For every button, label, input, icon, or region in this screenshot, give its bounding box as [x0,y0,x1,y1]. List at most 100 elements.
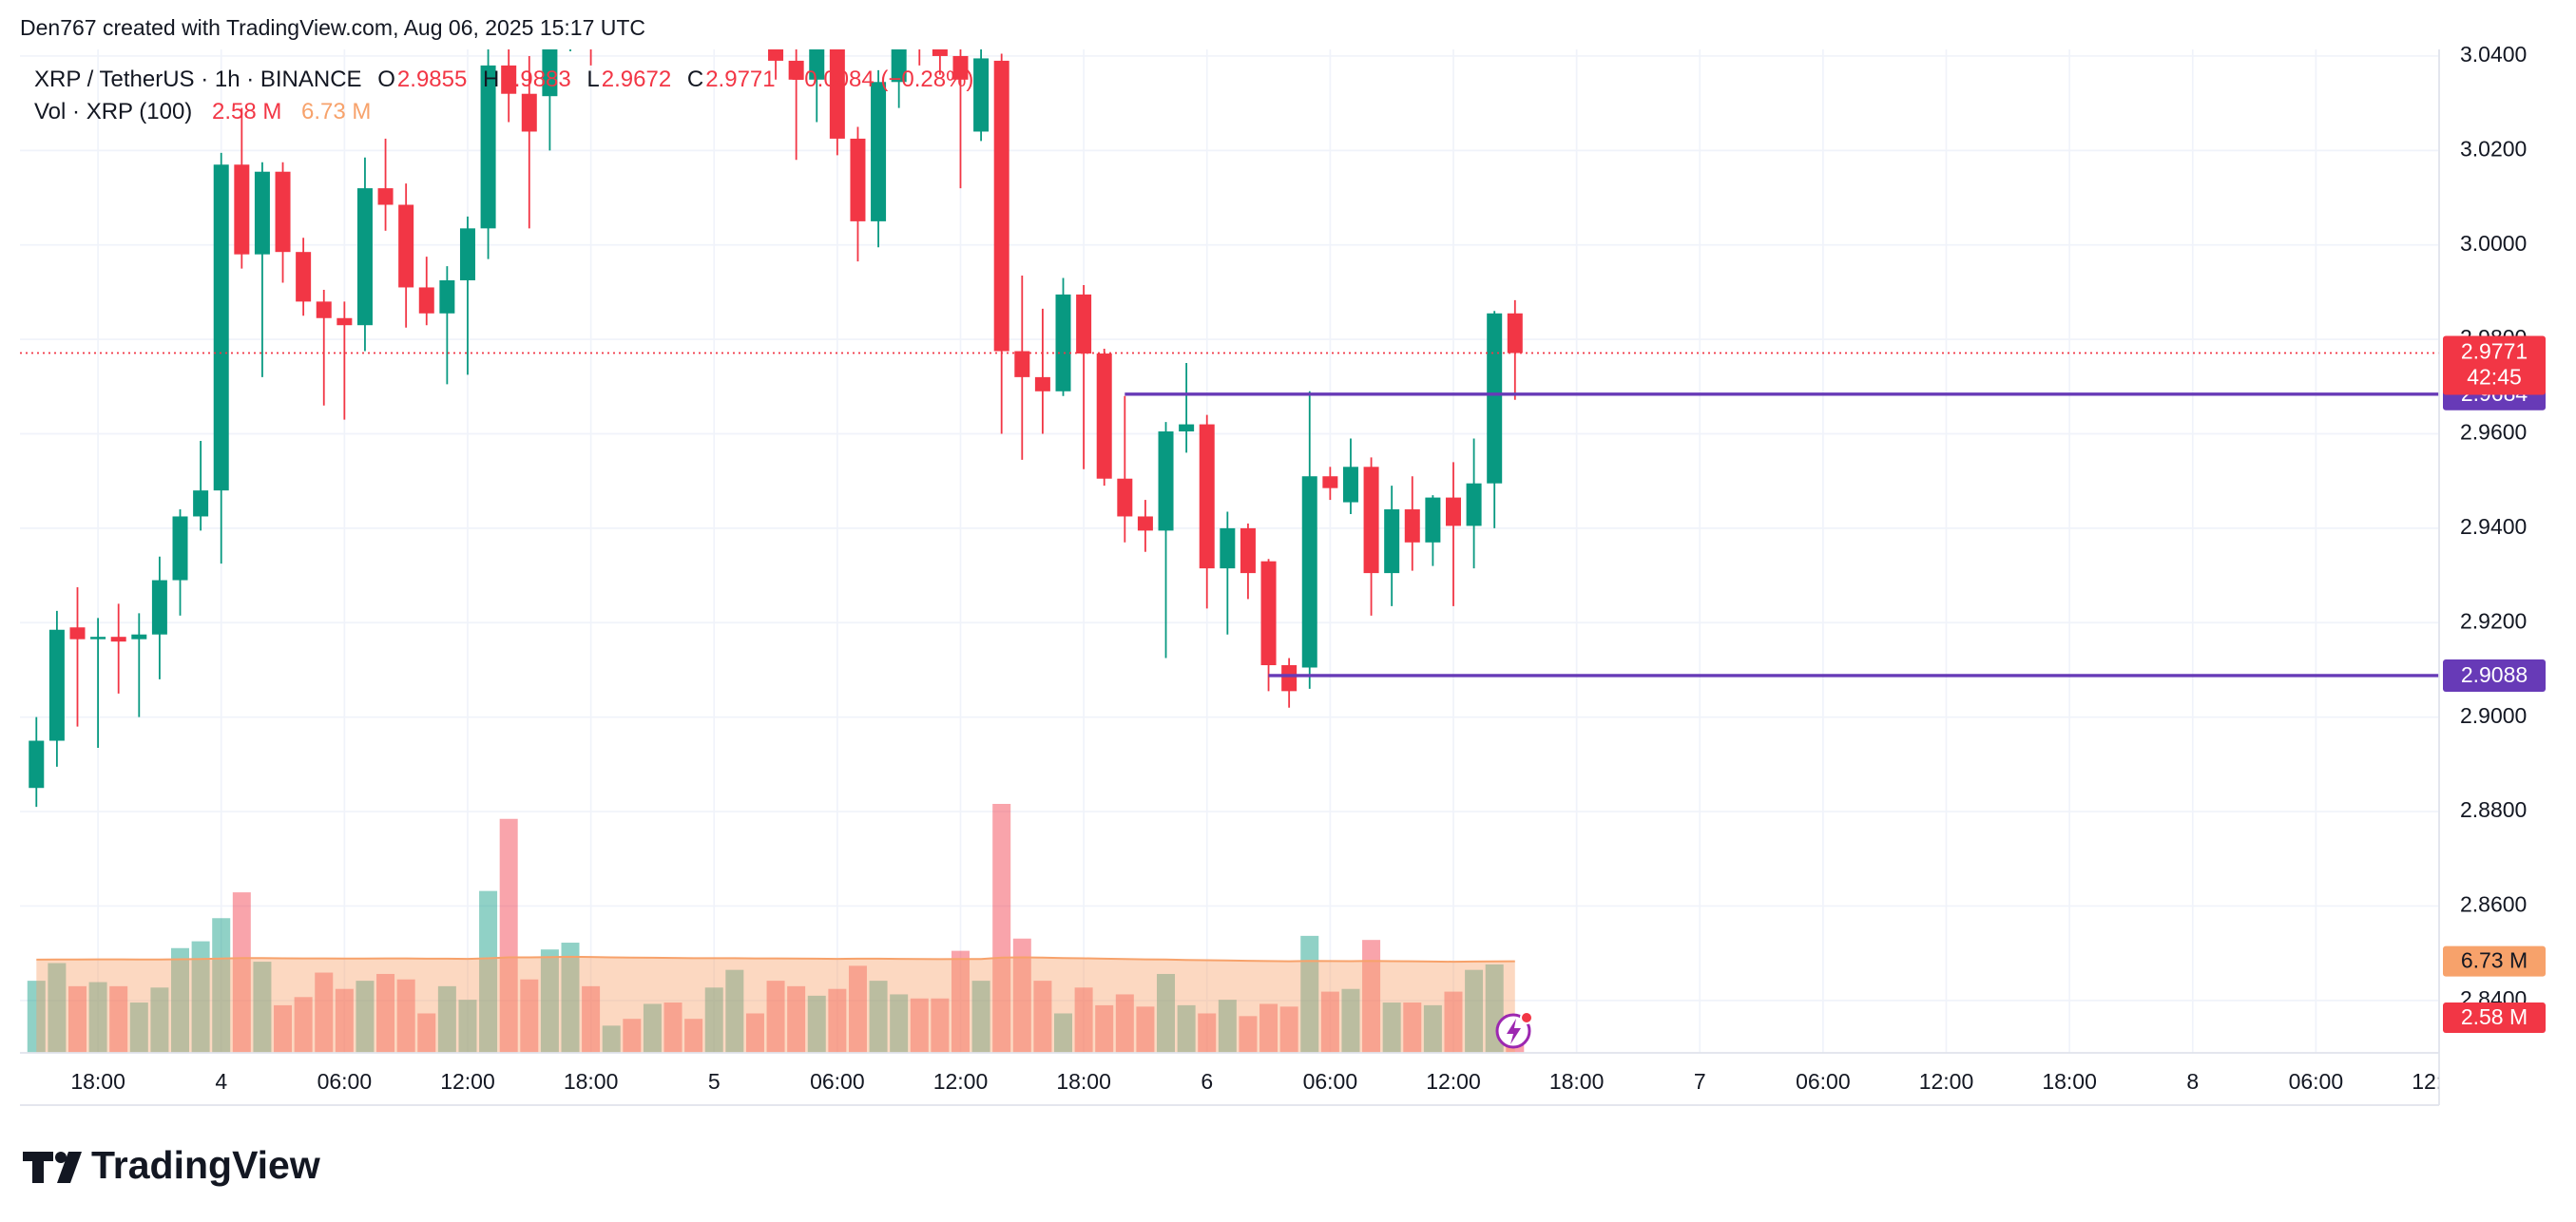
x-tick-label: 18:00 [564,1069,619,1094]
candle-body [110,637,126,642]
ohlc-value: 2.9672 [602,67,671,92]
volume-bar [684,1019,703,1053]
candle-body [1301,476,1317,668]
credit: Den767 created with TradingView.com, Aug… [20,15,645,40]
volume-bar [971,981,990,1053]
candle-body [1055,294,1071,391]
candle-body [90,637,106,640]
candle-body [459,228,475,281]
candle-body [1322,476,1338,488]
volume-bar [1198,1013,1217,1053]
candle-body [809,49,825,80]
countdown: 42:45 [2467,365,2522,390]
volume-bar [356,981,375,1053]
volume-bar [745,1013,764,1053]
candle-body [1158,431,1174,531]
volume-bar [1239,1016,1258,1053]
volume-bar [643,1003,662,1053]
y-tick-label: 2.9000 [2460,703,2527,728]
volume-bar [951,950,970,1053]
volume-bar [869,981,888,1053]
x-tick-label: 06:00 [2289,1069,2344,1094]
candle-body [1466,483,1482,526]
x-tick-label: 06:00 [317,1069,373,1094]
candle-body [1445,497,1461,526]
candle-body [1199,424,1215,569]
candle-body [1425,497,1441,543]
change: −0.0084 (−0.28%) [791,67,973,92]
logo-part [55,1152,67,1163]
price-axis: 3.04003.02003.00002.98002.96002.94002.92… [2460,42,2527,1011]
candle-body [29,740,45,789]
volume-bar [1403,1002,1422,1053]
y-tick-label: 3.0200 [2460,136,2527,161]
volume-bar [1444,991,1463,1053]
x-tick-label: 5 [708,1069,721,1094]
x-tick-label: 18:00 [1549,1069,1605,1094]
volume-bar [787,985,806,1053]
logo-part [57,1152,82,1183]
candle-body [377,188,394,205]
candle-body [1404,509,1420,543]
volume-bar [1362,940,1381,1053]
price-tag [2443,335,2546,395]
candle-body [768,49,784,61]
y-tick-label: 2.8800 [2460,797,2527,822]
candle-body [398,204,414,288]
volume-bar [212,918,231,1053]
volume-bar [253,962,272,1053]
volume-bar [479,890,498,1053]
volume-ma-value: 6.73 M [301,99,371,124]
icon-bolt [1507,1019,1521,1044]
candle-body [418,287,434,314]
x-tick-label: 18:00 [2042,1069,2097,1094]
candle-body [356,188,373,326]
volume-bar [232,892,251,1053]
candle-body [1363,467,1379,574]
volume-bar [396,979,415,1053]
volume-bar [1054,1013,1073,1053]
candle-body [1179,424,1195,432]
x-tick-label: 06:00 [810,1069,865,1094]
price-tag-label: 2.9771 [2461,339,2528,364]
volume-bar [499,818,518,1053]
candle-body [788,60,804,80]
x-tick-label: 06:00 [1796,1069,1851,1094]
volume-bar [27,981,46,1053]
volume-bar [1033,981,1052,1053]
volume-name: Vol · XRP (100) [34,99,192,124]
level-tag-label: 2.9088 [2461,662,2528,687]
candle-body [1260,561,1277,666]
candle-body [172,516,188,581]
brand: TradingView [23,1143,320,1187]
volume-bar [828,988,847,1053]
x-tick-label: 12:00 [440,1069,495,1094]
volume-bar [67,985,87,1053]
volume-bar [890,994,909,1053]
ohlc-letter: H [483,67,499,92]
volume-bar [1074,987,1093,1053]
x-tick-label: 18:00 [70,1069,125,1094]
candle-body [871,82,887,221]
candle-body [891,49,907,83]
volume-bar [1320,991,1339,1053]
volume-bar [704,987,723,1053]
candle-body [501,65,517,94]
volume-bar [663,1002,682,1053]
y-tick-label: 2.9200 [2460,608,2527,633]
volume-bar [294,997,313,1053]
candle-body [1384,509,1400,574]
logo-part [23,1152,53,1183]
y-tick-label: 2.9600 [2460,420,2527,445]
volume-bar [129,1002,148,1053]
volume-bar [191,941,210,1053]
volume-bar [88,982,107,1053]
alert-icon [1495,1011,1533,1049]
volume-bar [1279,1006,1298,1053]
volume-bar [274,1004,293,1053]
x-tick-label: 06:00 [1303,1069,1358,1094]
candle-body [850,138,866,221]
candle-body [1034,376,1050,391]
volume-bar [1382,1002,1401,1053]
